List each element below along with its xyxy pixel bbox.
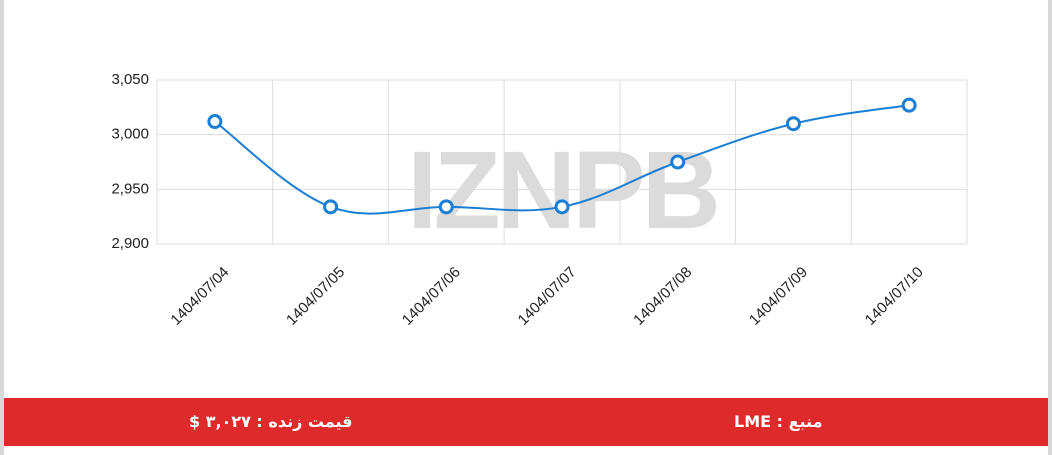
source: منبع : LME (734, 412, 823, 431)
point (207, 114, 223, 130)
x-tick-label: 1404/07/10 (862, 264, 927, 329)
panel: IZNPB 2,900 2,950 3,000 3,050 1404/07/04 1404… (4, 0, 1048, 455)
point (670, 154, 686, 170)
x-tick-label: 1404/07/06 (399, 264, 464, 329)
footer: قیمت زنده : ۳,۰۲۷ $ منبع : LME (4, 398, 1048, 446)
point (438, 199, 454, 215)
y-tick-label: 2,950 (111, 180, 149, 197)
x-tick-label: 1404/07/04 (167, 264, 232, 329)
y-tick-label: 2,900 (111, 235, 149, 252)
point (901, 97, 917, 113)
live-price: قیمت زنده : ۳,۰۲۷ $ (189, 412, 353, 431)
chart: IZNPB 2,900 2,950 3,000 3,050 1404/07/04 1404… (111, 71, 968, 329)
x-tick-label: 1404/07/09 (746, 264, 811, 329)
watermark: IZNPB (407, 129, 717, 252)
point (785, 116, 801, 132)
x-tick-label: 1404/07/08 (630, 264, 695, 329)
x-tick-label: 1404/07/05 (283, 264, 348, 329)
x-tick-label: 1404/07/07 (515, 264, 580, 329)
point (554, 199, 570, 215)
y-tick-label: 3,000 (111, 126, 149, 143)
y-tick-label: 3,050 (111, 71, 149, 88)
point (323, 199, 339, 215)
